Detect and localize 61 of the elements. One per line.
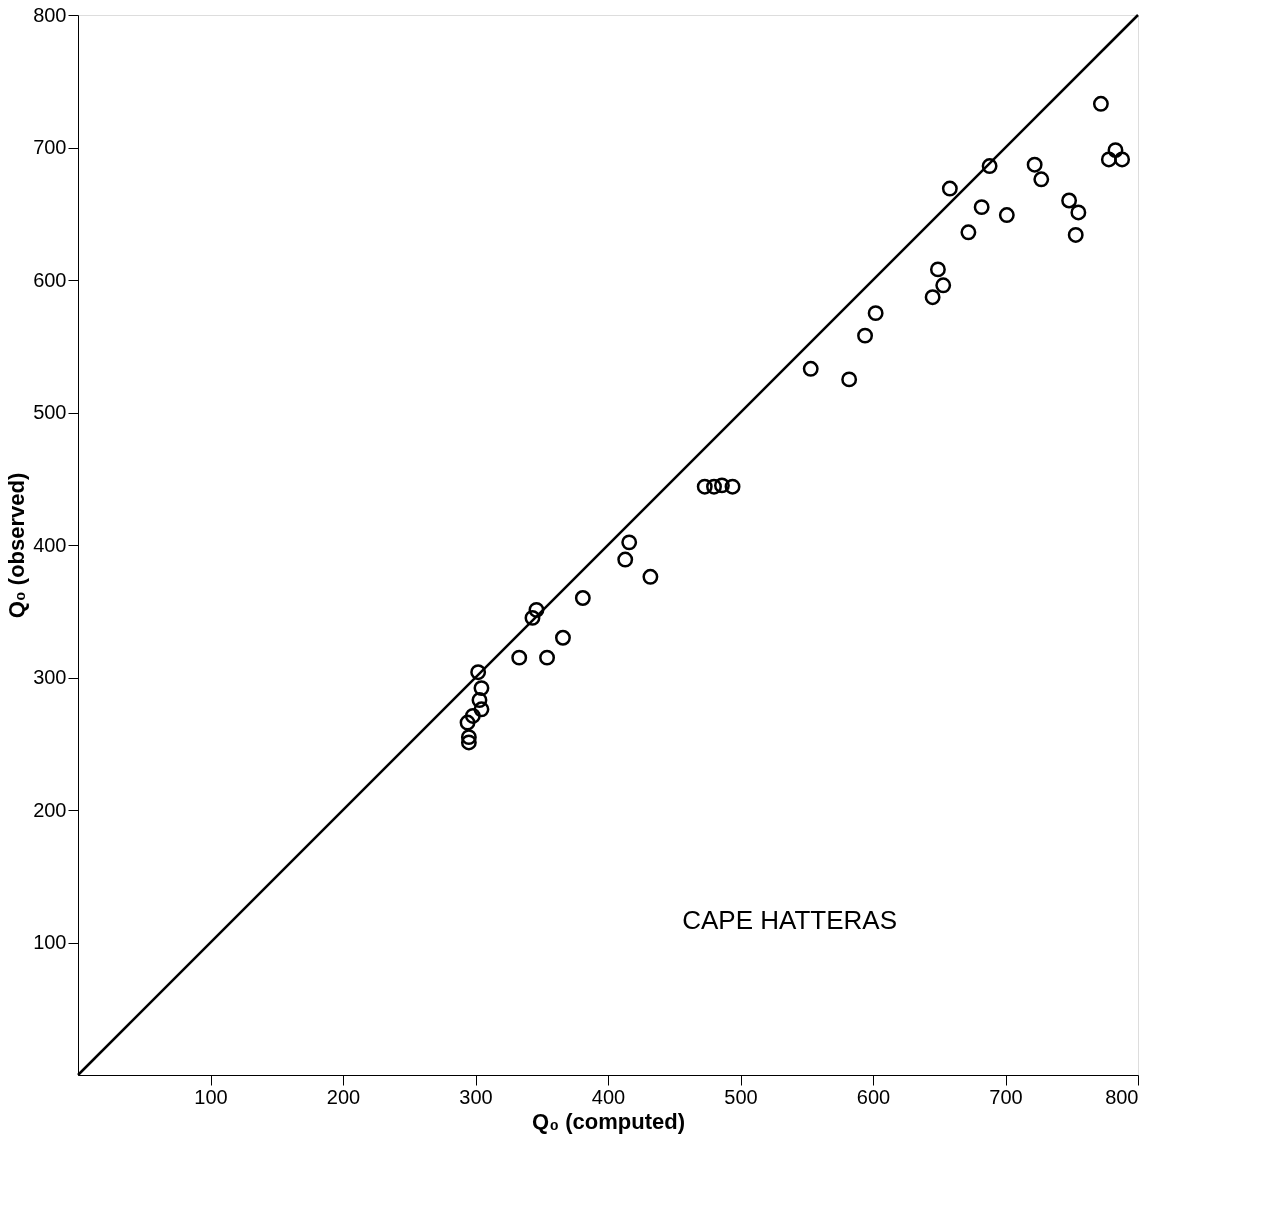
y-tick-label: 100 <box>33 931 67 953</box>
point <box>470 664 487 681</box>
y-tick-label: 400 <box>33 533 67 556</box>
point <box>1092 95 1109 112</box>
point <box>935 277 952 294</box>
point <box>621 534 638 551</box>
y-tick-label: 500 <box>33 401 67 423</box>
point <box>574 590 591 606</box>
point <box>724 478 741 495</box>
y-tick-label: 600 <box>33 268 67 291</box>
x-tick-label: 100 <box>194 1085 228 1108</box>
point <box>998 207 1015 224</box>
point <box>642 568 659 585</box>
point <box>960 224 977 241</box>
point <box>924 289 941 306</box>
point <box>706 478 722 495</box>
point <box>1114 151 1131 168</box>
x-tick-label: 300 <box>459 1085 493 1108</box>
point <box>1070 204 1087 221</box>
point <box>528 601 545 618</box>
point <box>1107 142 1124 159</box>
point <box>473 680 490 697</box>
point <box>471 692 488 708</box>
y-tick-label: 300 <box>33 666 67 688</box>
point <box>539 649 556 666</box>
point <box>464 707 481 724</box>
x-tick-label: 200 <box>326 1085 361 1108</box>
point <box>511 649 528 666</box>
annotation: CAPE HATTERAS <box>682 905 897 936</box>
point <box>867 305 884 322</box>
point <box>973 199 990 216</box>
point <box>617 551 634 568</box>
point <box>929 261 946 278</box>
point <box>524 609 541 626</box>
x-tick-label: 600 <box>856 1085 891 1108</box>
y-tick-label: 800 <box>33 3 67 26</box>
point <box>857 327 874 344</box>
point <box>460 729 477 746</box>
y-tick-label: 700 <box>33 136 67 158</box>
point <box>1100 151 1117 168</box>
y-axis-title: Q₀ (observed) <box>4 472 30 619</box>
point <box>1061 192 1078 209</box>
point <box>460 734 477 751</box>
point <box>941 180 958 197</box>
x-tick-label: 800 <box>1105 1085 1139 1108</box>
point <box>459 714 476 731</box>
point <box>713 477 730 494</box>
x-tick-label: 500 <box>724 1085 758 1108</box>
point <box>981 158 998 174</box>
y-tick-label: 200 <box>33 798 67 821</box>
x-tick-label: 400 <box>591 1085 626 1108</box>
x-axis-title: Q₀ (computed) <box>532 1108 685 1134</box>
point <box>1067 227 1084 243</box>
point <box>1033 171 1050 188</box>
point <box>802 360 819 377</box>
point <box>841 371 858 388</box>
point <box>1026 156 1043 173</box>
point <box>473 701 490 718</box>
point <box>696 478 713 495</box>
x-tick-label: 700 <box>989 1085 1023 1108</box>
point <box>554 629 571 646</box>
